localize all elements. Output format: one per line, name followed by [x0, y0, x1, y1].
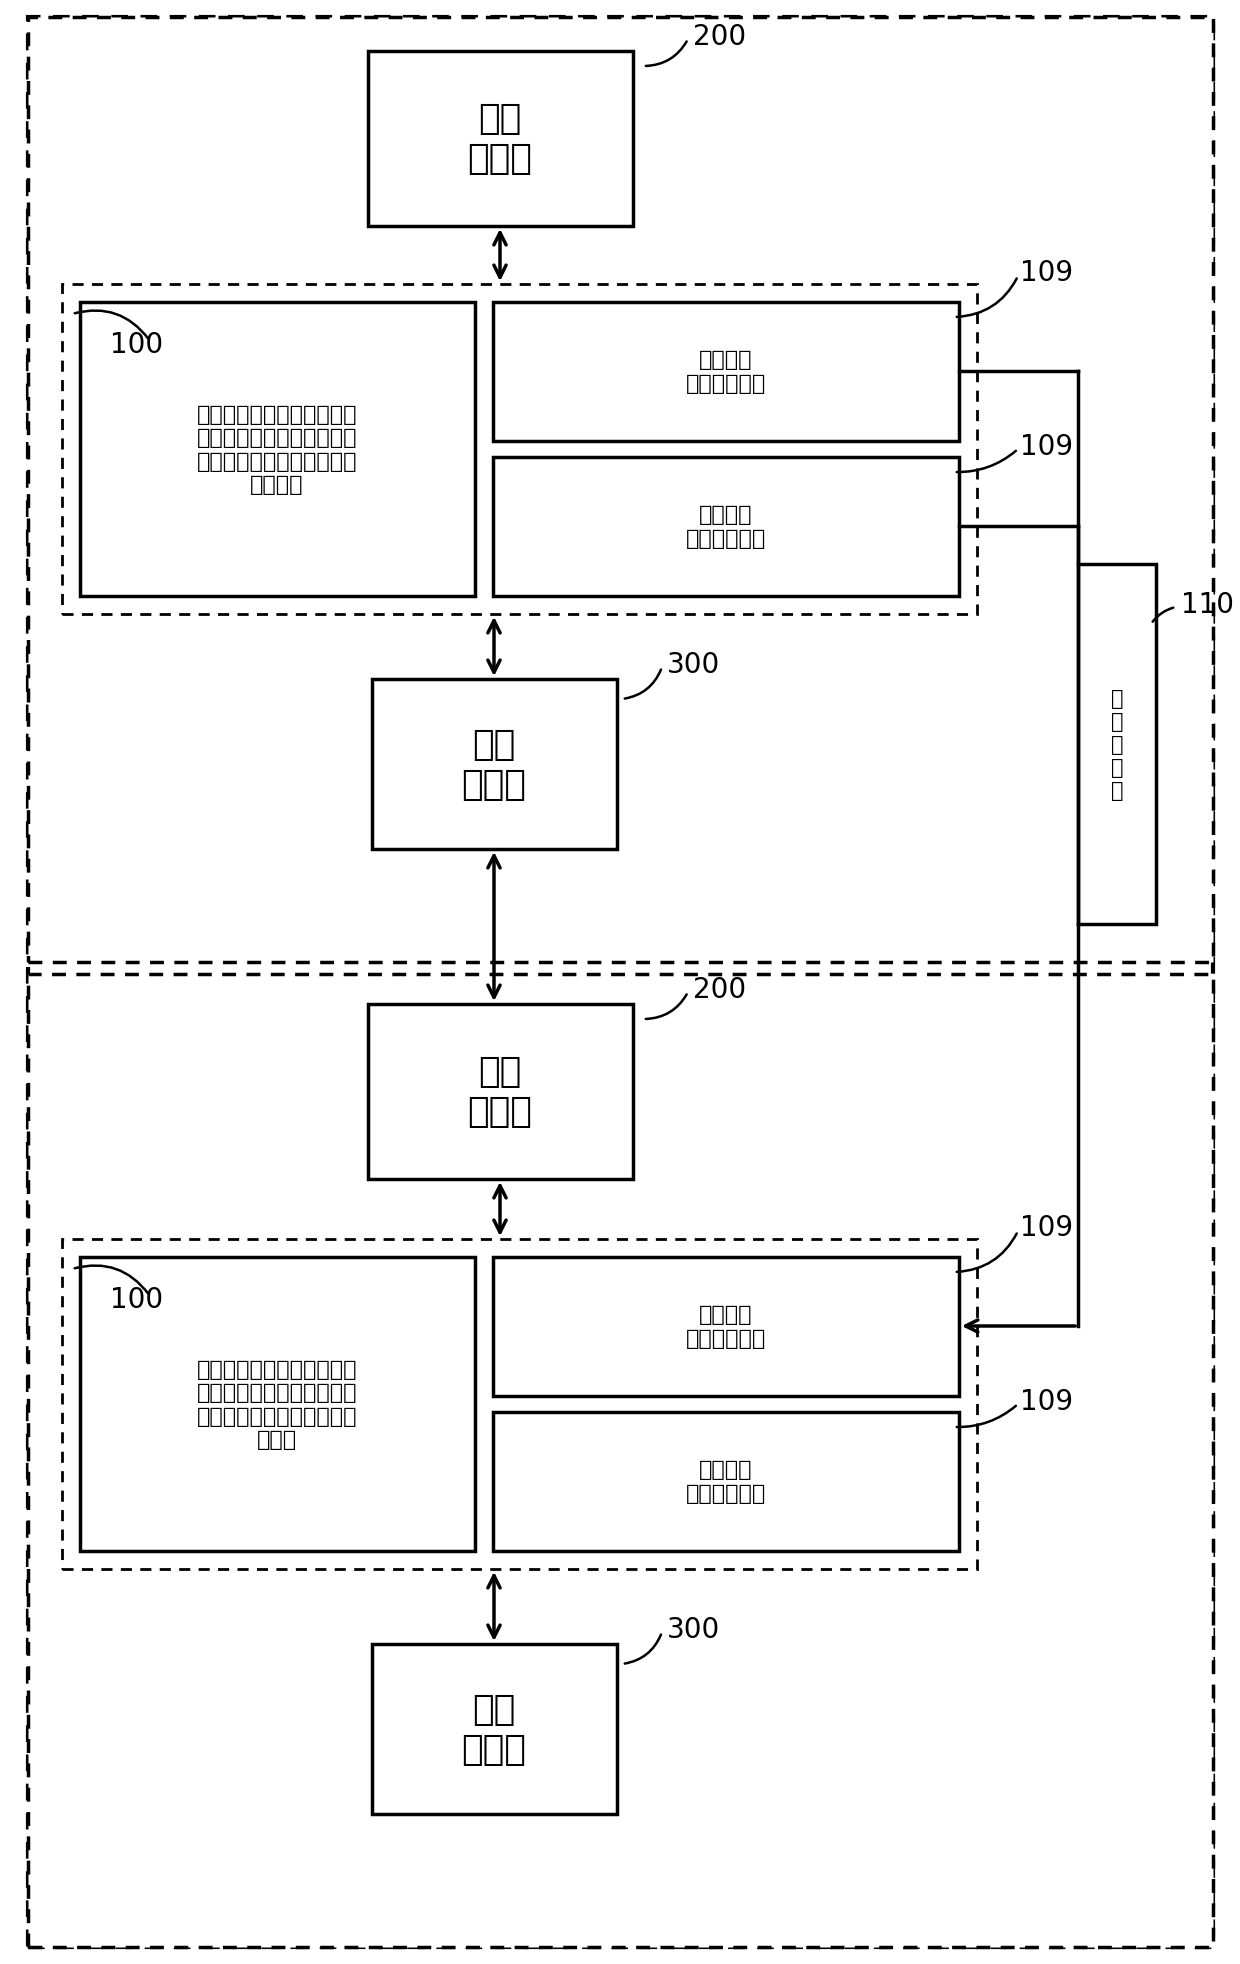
Bar — [81, 1257, 475, 1552]
Text: 100: 100 — [110, 1284, 164, 1314]
Text: 109: 109 — [1021, 1214, 1073, 1241]
Bar — [494, 302, 959, 442]
Text: 100: 100 — [110, 330, 164, 359]
Text: 109: 109 — [1021, 432, 1073, 462]
Text: 109: 109 — [1021, 1387, 1073, 1416]
Text: 109: 109 — [1021, 259, 1073, 287]
Bar — [494, 1257, 959, 1396]
Text: 300: 300 — [667, 650, 720, 680]
Text: 110: 110 — [1180, 591, 1234, 619]
Bar — [368, 51, 632, 228]
Bar — [81, 302, 475, 597]
Text: 网罩、防水布、前壳体、防
水圈、降压变压器、无源声
强显示组件、防水扬声器、
后壳体。: 网罩、防水布、前壳体、防 水圈、降压变压器、无源声 强显示组件、防水扬声器、 后… — [197, 405, 357, 495]
Text: 防水插件
连接座输入端: 防水插件 连接座输入端 — [686, 1304, 766, 1347]
Text: 固定
结构件: 固定 结构件 — [467, 102, 532, 175]
Bar — [1078, 566, 1156, 925]
Text: 串接
紧固件: 串接 紧固件 — [461, 729, 527, 801]
Text: 防水插件
连接座输入端: 防水插件 连接座输入端 — [686, 350, 766, 393]
Bar — [62, 1239, 977, 1569]
Text: 200: 200 — [693, 24, 746, 51]
Bar — [372, 680, 618, 850]
Text: 300: 300 — [667, 1614, 720, 1644]
Text: 防水插件
连接座输出端: 防水插件 连接座输出端 — [686, 505, 766, 548]
Text: 串接
紧固件: 串接 紧固件 — [461, 1693, 527, 1766]
Text: 固定
结构件: 固定 结构件 — [467, 1055, 532, 1127]
Bar — [494, 458, 959, 597]
Bar — [368, 1004, 632, 1180]
Text: 网罩、防水布、前壳体、防
水圈、降压变压器、无源声
强显示组件、防水扬声器、
后壳。: 网罩、防水布、前壳体、防 水圈、降压变压器、无源声 强显示组件、防水扬声器、 后… — [197, 1359, 357, 1449]
Bar — [494, 1412, 959, 1552]
Text: 防水插件
连接座输出端: 防水插件 连接座输出端 — [686, 1459, 766, 1502]
Bar — [29, 974, 1213, 1946]
Text: 防
水
连
接
线: 防 水 连 接 线 — [1111, 687, 1123, 801]
Bar — [62, 285, 977, 615]
Bar — [372, 1644, 618, 1815]
Text: 200: 200 — [693, 976, 746, 1004]
Bar — [29, 18, 1213, 962]
